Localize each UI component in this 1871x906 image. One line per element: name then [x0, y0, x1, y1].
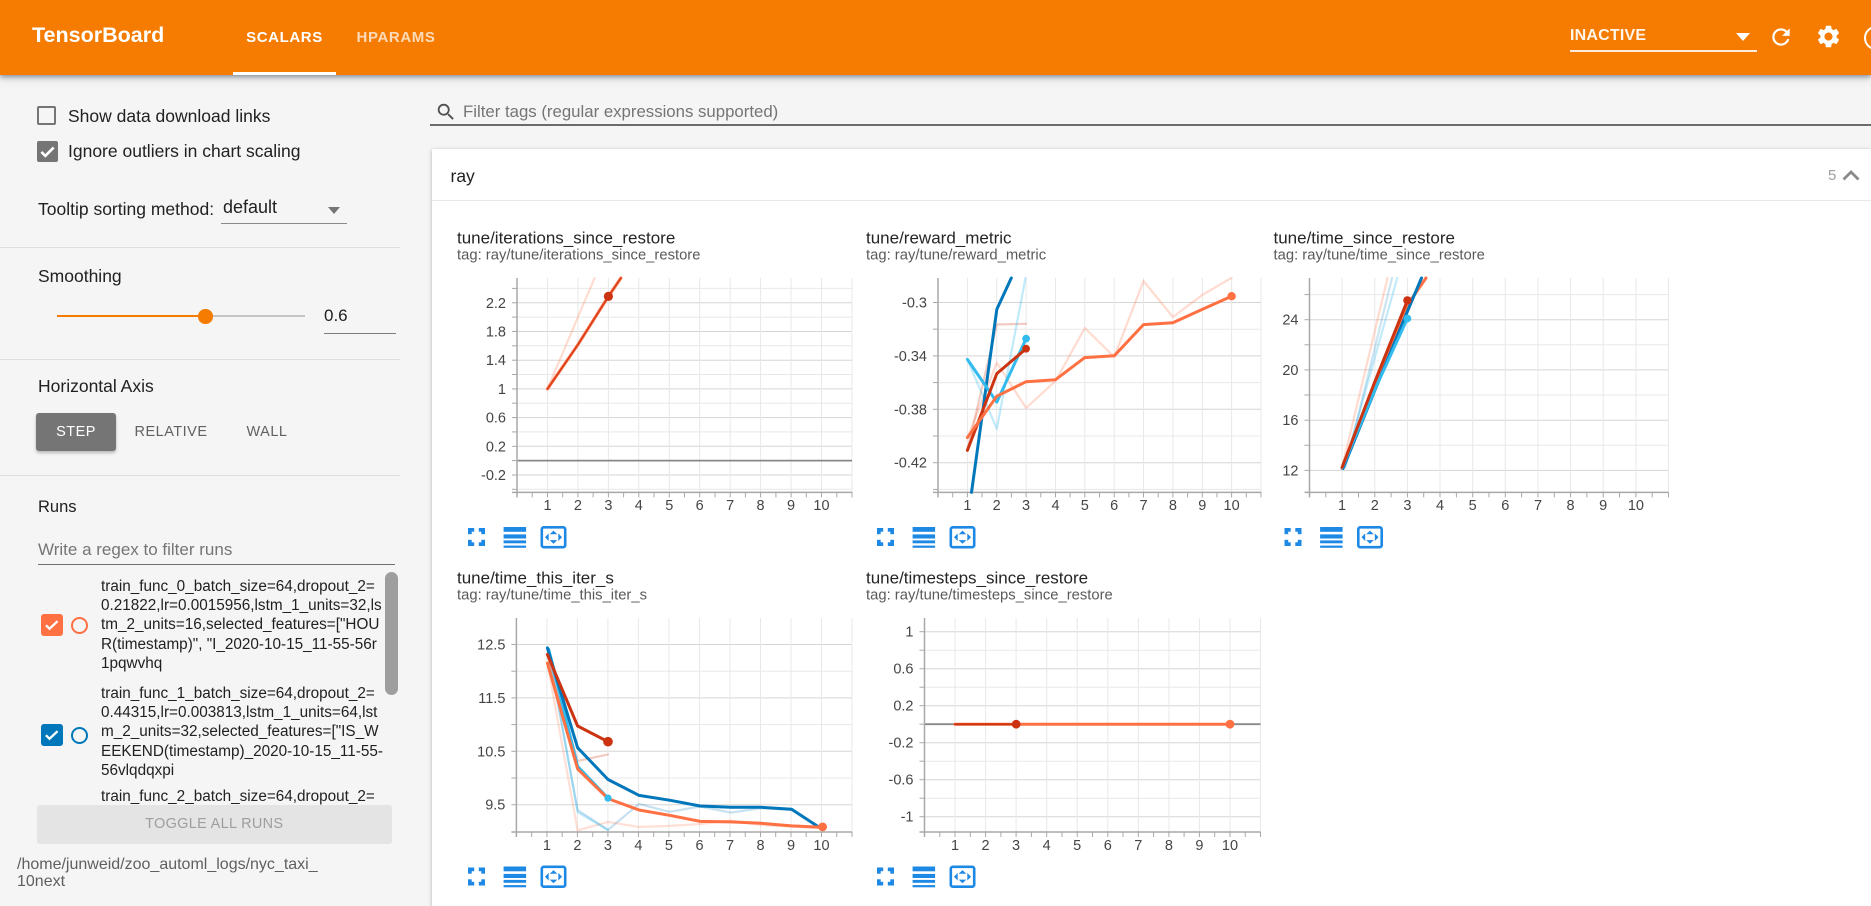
svg-text:tune/reward_metric: tune/reward_metric	[866, 229, 1012, 248]
svg-text:1: 1	[905, 625, 913, 641]
svg-text:9: 9	[1599, 498, 1607, 514]
svg-text:-0.38: -0.38	[894, 402, 927, 418]
svg-text:5: 5	[665, 838, 673, 854]
svg-text:2: 2	[574, 498, 582, 514]
svg-text:7: 7	[1534, 498, 1542, 514]
svg-text:7: 7	[726, 498, 734, 514]
svg-text:1: 1	[543, 838, 551, 854]
svg-text:6: 6	[696, 498, 704, 514]
svg-text:8: 8	[1567, 498, 1575, 514]
svg-text:1: 1	[498, 382, 506, 398]
svg-text:7: 7	[726, 838, 734, 854]
svg-text:-0.2: -0.2	[481, 468, 506, 484]
svg-text:10: 10	[1222, 838, 1238, 854]
svg-text:3: 3	[1022, 498, 1030, 514]
svg-text:6: 6	[1104, 838, 1112, 854]
svg-text:8: 8	[1165, 838, 1173, 854]
svg-text:1: 1	[951, 838, 959, 854]
svg-text:0.2: 0.2	[893, 699, 913, 715]
svg-text:9.5: 9.5	[485, 798, 505, 814]
svg-text:24: 24	[1282, 313, 1298, 329]
svg-text:-0.34: -0.34	[894, 349, 927, 365]
svg-text:tune/timesteps_since_restore: tune/timesteps_since_restore	[866, 569, 1088, 588]
svg-text:-1: -1	[901, 810, 914, 826]
svg-text:tag: ray/tune/iterations_since: tag: ray/tune/iterations_since_restore	[457, 248, 700, 264]
svg-text:9: 9	[1198, 498, 1206, 514]
svg-text:tune/time_this_iter_s: tune/time_this_iter_s	[457, 569, 614, 588]
svg-text:12: 12	[1282, 463, 1298, 479]
svg-text:1: 1	[543, 498, 551, 514]
svg-text:tag: ray/tune/time_since_resto: tag: ray/tune/time_since_restore	[1274, 248, 1485, 264]
svg-text:5: 5	[665, 498, 673, 514]
svg-text:9: 9	[787, 838, 795, 854]
svg-text:10: 10	[813, 498, 829, 514]
svg-text:2: 2	[982, 838, 990, 854]
svg-text:8: 8	[756, 838, 764, 854]
svg-text:4: 4	[634, 838, 642, 854]
svg-text:2: 2	[993, 498, 1001, 514]
svg-text:0.6: 0.6	[893, 662, 913, 678]
svg-text:-0.3: -0.3	[902, 296, 927, 312]
svg-text:6: 6	[1501, 498, 1509, 514]
svg-text:7: 7	[1139, 498, 1147, 514]
svg-text:2: 2	[1371, 498, 1379, 514]
svg-text:8: 8	[1169, 498, 1177, 514]
svg-text:3: 3	[604, 838, 612, 854]
svg-text:0.6: 0.6	[486, 411, 506, 427]
svg-text:-0.42: -0.42	[894, 456, 927, 472]
svg-text:6: 6	[1110, 498, 1118, 514]
svg-text:4: 4	[1436, 498, 1444, 514]
svg-text:16: 16	[1282, 413, 1298, 429]
svg-text:5: 5	[1081, 498, 1089, 514]
svg-text:9: 9	[787, 498, 795, 514]
svg-text:1.8: 1.8	[486, 325, 506, 341]
svg-text:7: 7	[1134, 838, 1142, 854]
svg-text:5: 5	[1469, 498, 1477, 514]
svg-text:-0.2: -0.2	[889, 736, 914, 752]
svg-text:0.2: 0.2	[486, 439, 506, 455]
svg-text:10: 10	[1224, 498, 1240, 514]
svg-text:9: 9	[1195, 838, 1203, 854]
svg-text:10.5: 10.5	[477, 744, 505, 760]
svg-text:tune/iterations_since_restore: tune/iterations_since_restore	[457, 229, 675, 248]
svg-text:tag: ray/tune/reward_metric: tag: ray/tune/reward_metric	[866, 248, 1047, 264]
svg-text:4: 4	[1043, 838, 1051, 854]
svg-text:20: 20	[1282, 363, 1298, 379]
svg-text:4: 4	[635, 498, 643, 514]
svg-text:10: 10	[813, 838, 829, 854]
svg-text:tag: ray/tune/time_this_iter_s: tag: ray/tune/time_this_iter_s	[457, 588, 647, 604]
svg-text:5: 5	[1073, 838, 1081, 854]
svg-text:8: 8	[757, 498, 765, 514]
svg-text:1.4: 1.4	[486, 353, 506, 369]
svg-text:2.2: 2.2	[486, 296, 506, 312]
svg-text:tune/time_since_restore: tune/time_since_restore	[1274, 229, 1455, 248]
svg-text:3: 3	[604, 498, 612, 514]
svg-text:6: 6	[695, 838, 703, 854]
svg-text:12.5: 12.5	[477, 638, 505, 654]
svg-text:2: 2	[573, 838, 581, 854]
svg-text:4: 4	[1051, 498, 1059, 514]
svg-text:tag: ray/tune/timesteps_since_: tag: ray/tune/timesteps_since_restore	[866, 588, 1113, 604]
svg-text:10: 10	[1628, 498, 1644, 514]
svg-text:-0.6: -0.6	[889, 773, 914, 789]
svg-text:3: 3	[1403, 498, 1411, 514]
svg-text:3: 3	[1012, 838, 1020, 854]
svg-text:11.5: 11.5	[478, 691, 505, 707]
svg-text:1: 1	[1338, 498, 1346, 514]
svg-text:1: 1	[963, 498, 971, 514]
